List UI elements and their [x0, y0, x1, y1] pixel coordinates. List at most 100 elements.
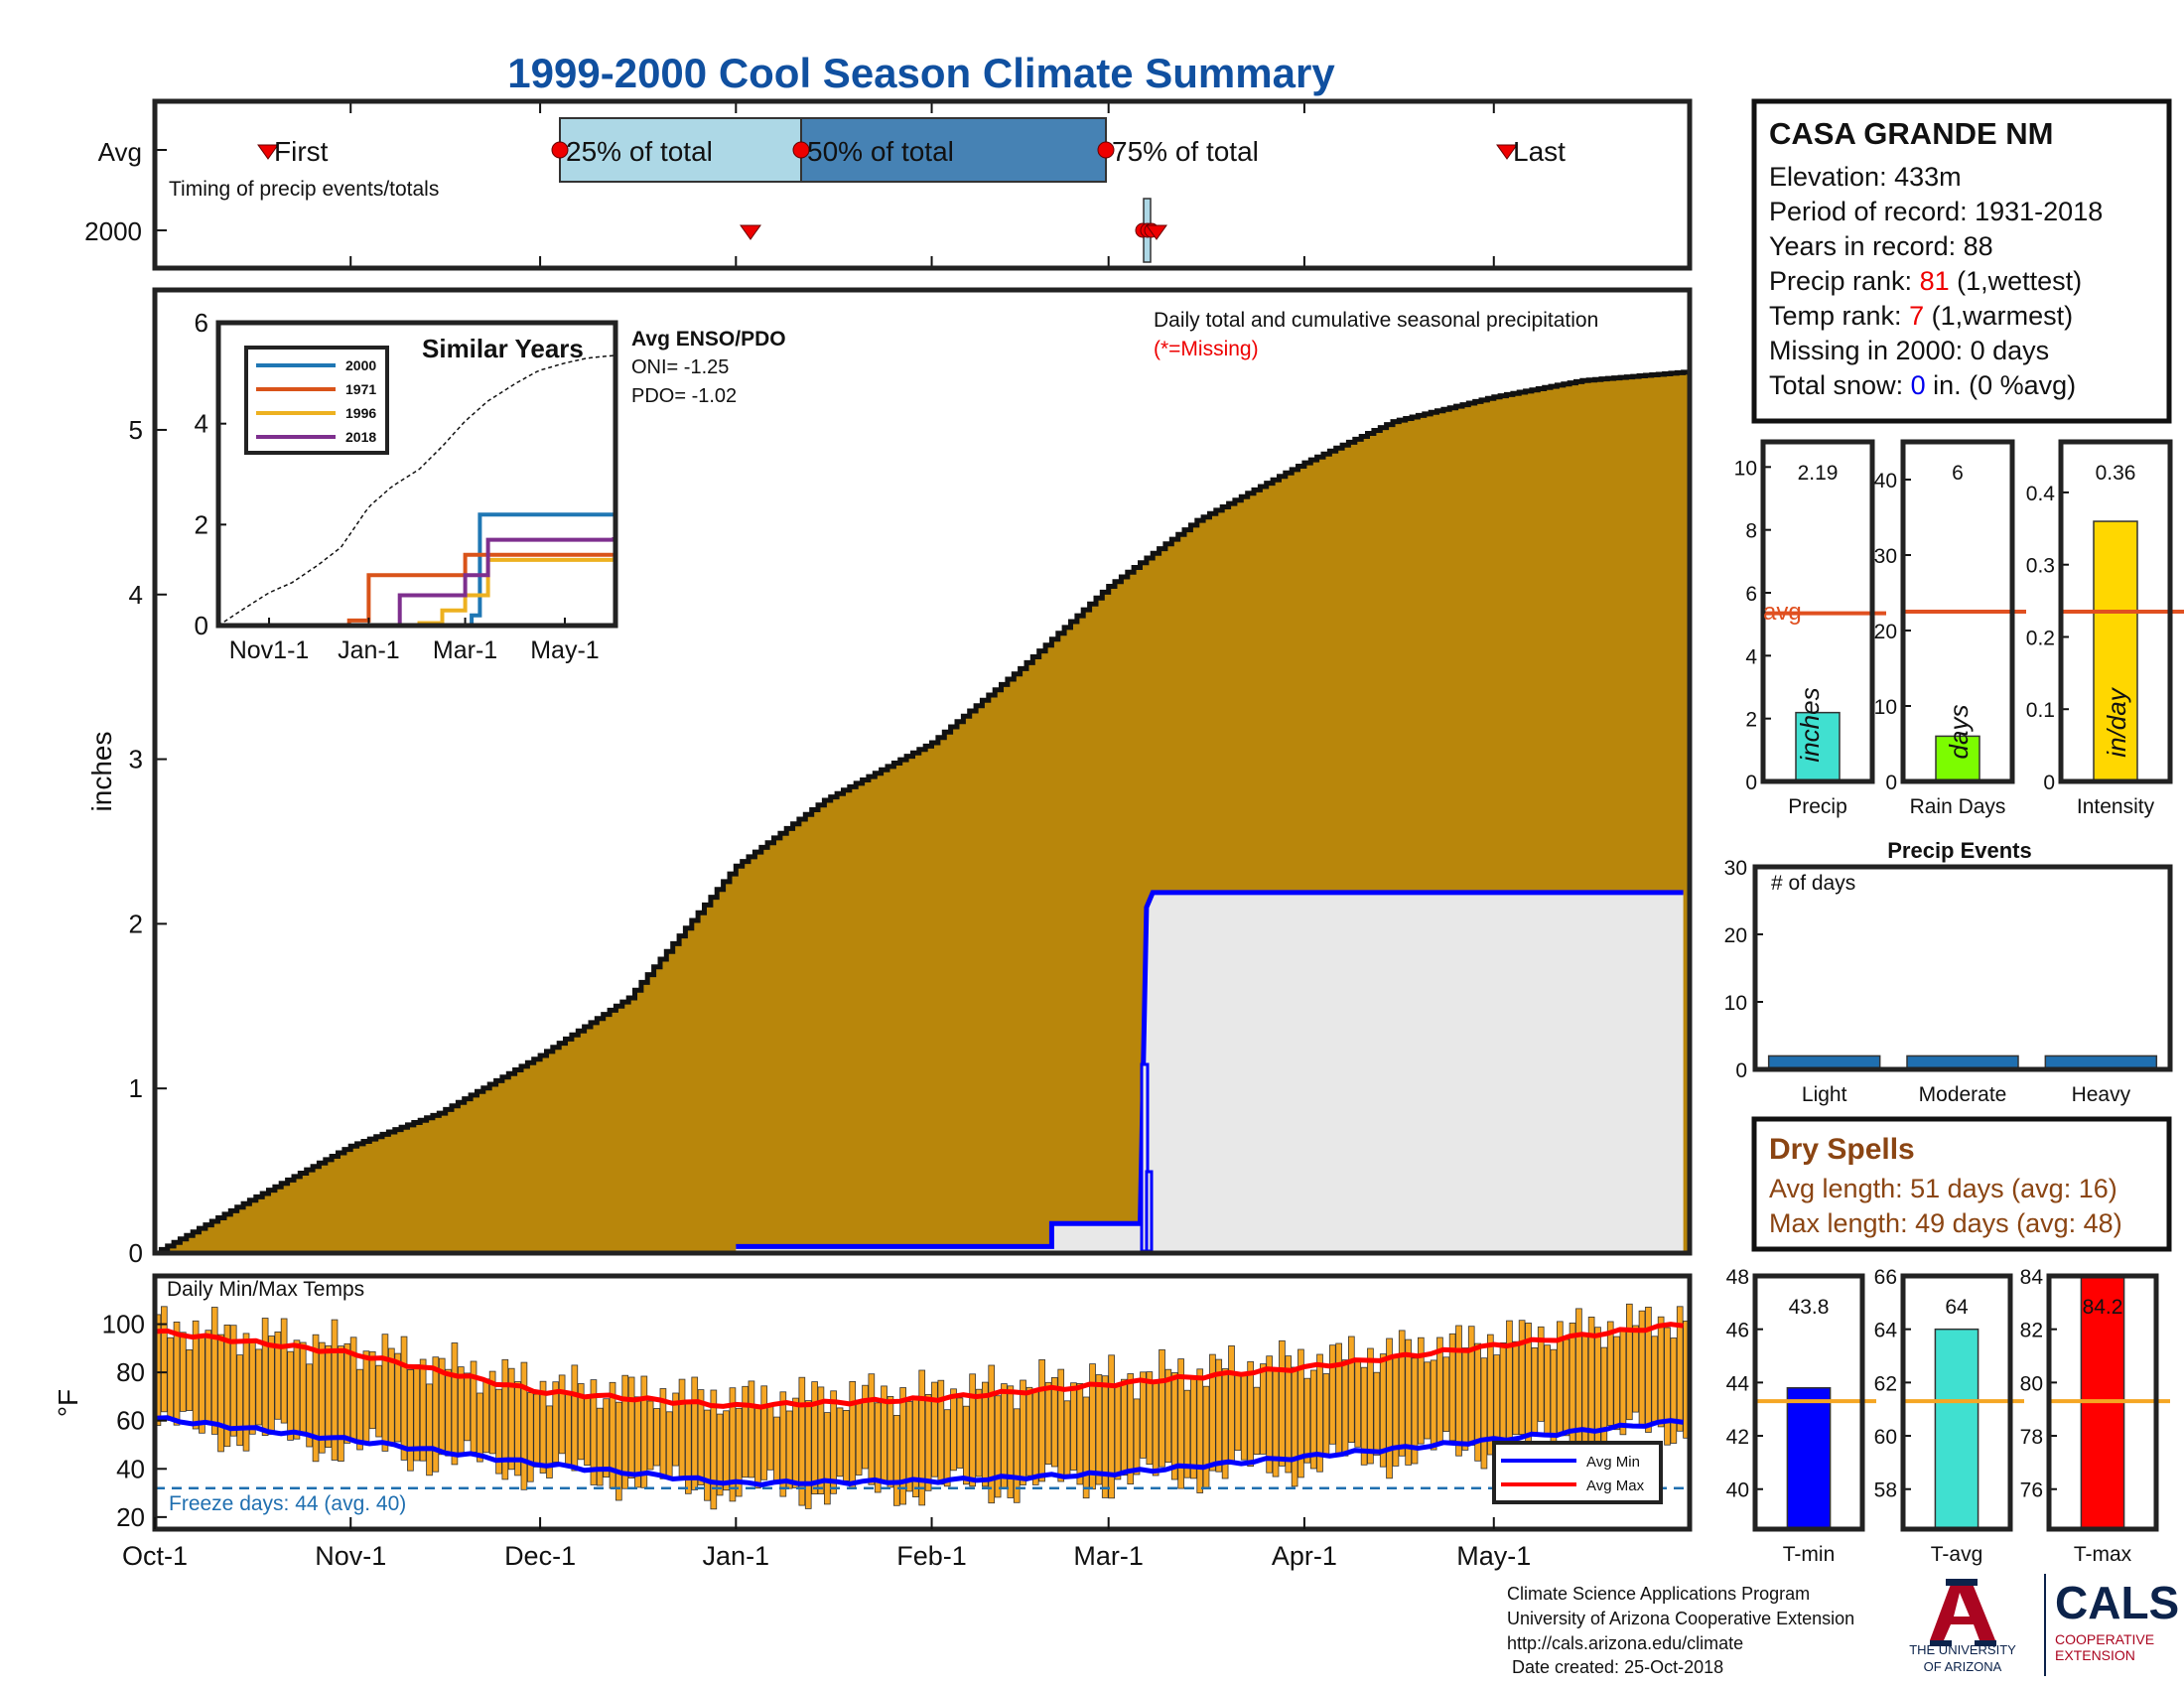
mini-chart-tmax: 76 78 80 82 84 84.2 T-max — [2020, 1266, 2170, 1566]
temp-day-bar — [155, 1314, 162, 1427]
temp-day-bar — [217, 1334, 224, 1453]
temp-day-bar — [905, 1401, 913, 1492]
temp-day-bar — [407, 1369, 414, 1472]
temp-day-bar — [596, 1407, 604, 1486]
temp-day-bar — [1260, 1363, 1267, 1455]
temp-day-bar — [527, 1392, 534, 1482]
temp-day-bar — [1031, 1388, 1039, 1485]
label-75: 75% of total — [1112, 136, 1259, 167]
temp-day-bar — [760, 1385, 768, 1480]
temp-day-bar — [223, 1325, 231, 1448]
inset-legend-items: 2000 1971 1996 2018 — [256, 357, 376, 445]
inset-legend-label: 2018 — [345, 429, 376, 445]
mini-chart-rain-days: 0 10 20 30 40 6 Rain Days — [1874, 439, 2026, 818]
station-missing: Missing in 2000: 0 days — [1769, 336, 2049, 365]
temp-ylabel: °F — [53, 1389, 83, 1417]
label-last: Last — [1513, 136, 1566, 167]
temp-day-bar — [495, 1388, 502, 1475]
timing-caption: Timing of precip events/totals — [169, 178, 439, 201]
timing-box-50-75 — [800, 117, 1107, 183]
temp-day-bar — [1424, 1361, 1432, 1440]
temp-day-bar — [1594, 1327, 1601, 1455]
temp-day-bar — [1101, 1375, 1109, 1498]
temperature-panel: 20 40 60 80 100 Daily Min/Max Temps °F Freez… — [53, 1273, 1693, 1532]
events-tick-label: 30 — [1724, 857, 1747, 880]
temp-day-bar — [1386, 1337, 1393, 1479]
temp-day-bar — [1335, 1342, 1342, 1456]
temp-day-bar — [179, 1332, 187, 1412]
missing-note: (*=Missing) — [1154, 338, 1259, 360]
temp-day-bar — [1506, 1320, 1513, 1455]
mini-chart-precip: 0 2 4 6 8 10 2.19 Precip — [1734, 439, 1886, 818]
temp-y-tick-label: 60 — [116, 1406, 145, 1436]
mini-tick-label: 40 — [1726, 1479, 1749, 1502]
temp-day-bar — [824, 1412, 831, 1505]
temp-day-bar — [849, 1381, 857, 1488]
temp-day-bar — [735, 1407, 743, 1497]
temp-day-bar — [615, 1401, 622, 1501]
temp-day-bar — [1550, 1348, 1558, 1446]
temp-day-bar — [982, 1381, 989, 1487]
temp-y-axis: 20 40 60 80 100 — [102, 1310, 167, 1532]
mini-x-label: Intensity — [2077, 795, 2155, 818]
temp-day-bar — [1070, 1382, 1077, 1471]
x-tick-label: May-1 — [1456, 1541, 1531, 1571]
temp-day-bar — [356, 1368, 363, 1451]
temp-day-bar — [1051, 1377, 1058, 1468]
temp-day-bar — [1108, 1354, 1115, 1499]
events-frame — [1752, 864, 2173, 1072]
main-frame — [152, 287, 1693, 1256]
temp-day-bar — [464, 1372, 471, 1442]
station-period: Period of record: 1931-2018 — [1769, 197, 2103, 226]
temp-day-bar — [520, 1361, 528, 1490]
temp-day-bar — [1152, 1379, 1160, 1477]
label-25: 25% of total — [566, 136, 713, 167]
temp-day-bar — [268, 1336, 275, 1435]
temp-day-bar — [1632, 1325, 1639, 1413]
temp-day-bar — [1645, 1307, 1652, 1433]
inset-x-tick-label: Jan-1 — [338, 636, 400, 664]
temp-day-bar — [779, 1391, 787, 1497]
x-tick-label: Feb-1 — [896, 1541, 967, 1571]
temp-day-bar — [539, 1380, 547, 1474]
mini-tick-label: 84 — [2020, 1266, 2044, 1289]
temp-day-bar — [1322, 1373, 1330, 1455]
temp-day-bar — [1512, 1340, 1520, 1436]
mini-tick-label: 0.4 — [2026, 483, 2056, 505]
temp-day-bar — [1057, 1368, 1065, 1482]
temp-day-bar — [1303, 1377, 1311, 1464]
mini-tick-label: 10 — [1874, 696, 1897, 719]
temp-day-bar — [659, 1388, 667, 1479]
mini-x-label: T-min — [1783, 1543, 1836, 1566]
x-tick-label: Apr-1 — [1272, 1541, 1337, 1571]
temp-day-bar — [426, 1383, 433, 1477]
x-axis-labels: Oct-1 Nov-1 Dec-1 Jan-1 Feb-1 Mar-1 Apr-1 May-1 — [122, 1517, 1531, 1571]
events-x-label: Light — [1802, 1083, 1847, 1106]
inset-y-tick-label: 4 — [195, 409, 208, 439]
events-tick-label: 0 — [1735, 1059, 1747, 1082]
intensity-unit: in/day — [2102, 686, 2131, 757]
mini-tick-label: 44 — [1726, 1372, 1750, 1395]
station-name: CASA GRANDE NM — [1769, 116, 2053, 151]
mini-x-label: T-max — [2074, 1543, 2132, 1566]
mini-tick-label: 58 — [1874, 1479, 1897, 1502]
mini-tick-label: 0 — [1745, 772, 1757, 794]
temp-day-bar — [1398, 1330, 1406, 1457]
temp-day-bar — [1448, 1333, 1456, 1442]
ua-logo: THE UNIVERSITY OF ARIZONA — [1909, 1579, 2016, 1674]
temp-day-bar — [1405, 1338, 1412, 1466]
temp-day-bar — [1455, 1325, 1462, 1457]
temp-day-bar — [1606, 1321, 1614, 1426]
temp-day-bar — [558, 1374, 566, 1455]
temp-day-bar — [199, 1334, 205, 1434]
mini-chart-tmin: 40 42 44 46 48 43.8 T-min — [1726, 1266, 1876, 1566]
temp-day-bar — [1020, 1379, 1026, 1485]
mini-chart-intensity: 0 0.1 0.2 0.3 0.4 0.36 Intensity — [2026, 439, 2184, 818]
temp-day-bar — [1531, 1347, 1539, 1434]
temp-day-bar — [1341, 1359, 1349, 1457]
temp-day-bar — [1563, 1338, 1570, 1437]
temp-day-bar — [375, 1364, 382, 1438]
temp-day-bar — [571, 1364, 579, 1472]
events-x-label: Heavy — [2072, 1083, 2131, 1106]
